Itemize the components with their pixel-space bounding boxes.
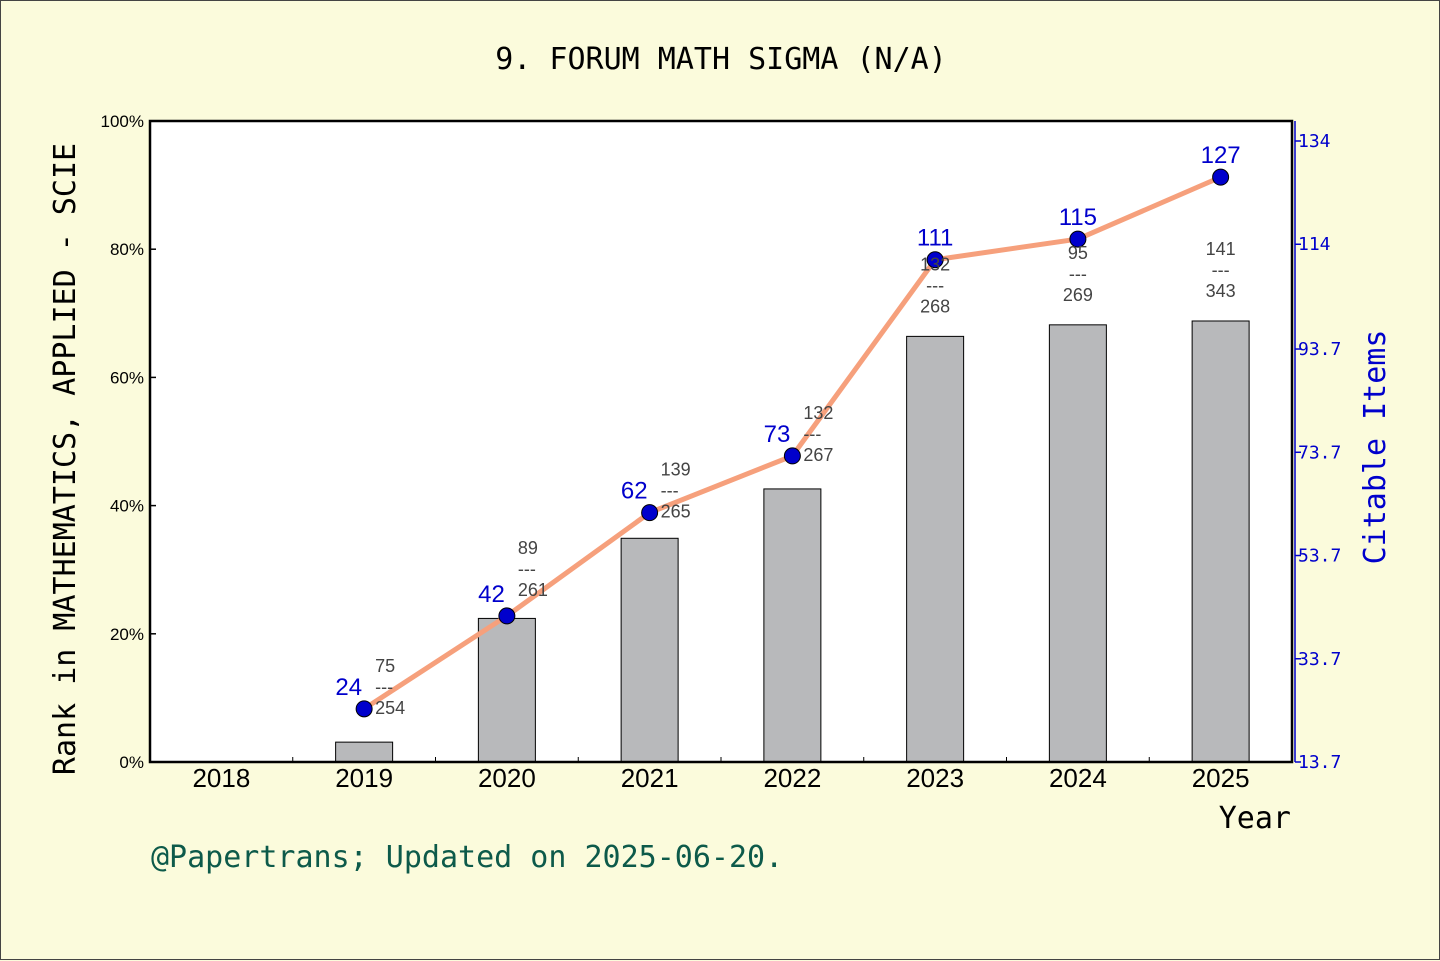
x-tick-label-2025: 2025 (1192, 763, 1250, 793)
citable-label-2025: 127 (1201, 142, 1241, 169)
labels-layer: 2442627311111512775---25489---261139---2… (335, 142, 1240, 718)
left-tick-label: 20% (110, 625, 144, 644)
citable-label-2024: 115 (1059, 204, 1097, 231)
citable-marker-2023 (926, 251, 944, 269)
rank-label-bottom-2020: 261 (518, 580, 548, 600)
left-tick-label: 80% (110, 240, 144, 259)
rank-label-top-2024: 95 (1068, 243, 1088, 263)
right-tick-label: 134 (1298, 131, 1331, 152)
left-tick-label: 0% (119, 753, 144, 772)
rank-label-top-2025: 141 (1206, 239, 1236, 259)
rank-label-separator-2019: --- (375, 677, 393, 697)
left-tick-label: 40% (110, 497, 144, 516)
citable-marker-2019 (355, 700, 373, 718)
x-tick-label-2024: 2024 (1049, 763, 1107, 793)
bar-2022 (763, 488, 822, 763)
citable-label-2021: 62 (621, 478, 648, 505)
rank-label-top-2021: 139 (661, 460, 691, 480)
citable-marker-2022 (783, 447, 801, 465)
footer-credit: @Papertrans; Updated on 2025-06-20. (151, 840, 783, 875)
right-tick-label: 73.7 (1298, 442, 1341, 463)
rank-label-bottom-2022: 267 (803, 445, 833, 465)
right-tick-label: 13.7 (1298, 752, 1341, 773)
rank-label-separator-2025: --- (1212, 260, 1230, 280)
rank-label-top-2023: 132 (920, 254, 950, 274)
rank-label-top-2019: 75 (375, 656, 395, 676)
x-tick-label-2018: 2018 (192, 763, 250, 793)
y-axis-label-left: Rank in MATHEMATICS, APPLIED - SCIE (48, 143, 83, 775)
citable-label-2022: 73 (764, 421, 791, 448)
left-tick-label: 100% (101, 112, 144, 131)
citable-marker-2025 (1212, 168, 1230, 186)
chart-title: 9. FORUM MATH SIGMA (N/A) (495, 42, 947, 77)
line-layer (355, 168, 1230, 718)
citable-marker-2020 (498, 607, 516, 625)
x-tick-label-2020: 2020 (478, 763, 536, 793)
left-tick-label: 60% (110, 368, 144, 387)
bar-2023 (906, 335, 965, 763)
right-y-axis: 13.7 33.7 53.7 73.7 93.7 114 134 (1294, 121, 1341, 773)
rank-label-bottom-2024: 269 (1063, 285, 1093, 305)
bar-2025 (1191, 320, 1250, 763)
plot-area (150, 121, 1292, 762)
right-tick-label: 114 (1298, 234, 1331, 255)
bars-layer (335, 320, 1250, 763)
x-axis: 2018 2019 2020 2021 2022 2023 2024 2025 (192, 757, 1250, 793)
rank-label-top-2020: 89 (518, 538, 538, 558)
citable-marker-2024 (1069, 230, 1087, 248)
right-tick-label: 93.7 (1298, 339, 1341, 360)
right-tick-label: 33.7 (1298, 649, 1341, 670)
rank-label-separator-2020: --- (518, 559, 536, 579)
rank-label-separator-2021: --- (661, 481, 679, 501)
citable-label-2023: 111 (917, 225, 953, 252)
rank-label-top-2022: 132 (803, 403, 833, 423)
rank-label-bottom-2025: 343 (1206, 281, 1236, 301)
rank-label-separator-2023: --- (926, 275, 944, 295)
x-tick-label-2023: 2023 (906, 763, 964, 793)
citable-label-2019: 24 (335, 674, 362, 701)
x-tick-label-2019: 2019 (335, 763, 393, 793)
bar-2019 (335, 741, 394, 763)
rank-label-bottom-2021: 265 (661, 502, 691, 522)
x-tick-label-2021: 2021 (621, 763, 679, 793)
rank-label-separator-2022: --- (803, 424, 821, 444)
bar-2020 (477, 617, 536, 763)
bar-2024 (1048, 324, 1107, 763)
x-tick-label-2022: 2022 (763, 763, 821, 793)
citable-marker-2021 (641, 504, 659, 522)
rank-label-bottom-2019: 254 (375, 698, 405, 718)
rank-label-bottom-2023: 268 (920, 296, 950, 316)
right-tick-label: 53.7 (1298, 546, 1341, 567)
rank-label-separator-2024: --- (1069, 264, 1087, 284)
left-y-axis: 0% 20% 40% 60% 80% 100% (101, 112, 156, 772)
bar-2021 (620, 537, 679, 763)
x-axis-label: Year (1219, 801, 1291, 836)
y-axis-label-right: Citable Items (1358, 330, 1393, 565)
citable-label-2020: 42 (478, 581, 505, 608)
